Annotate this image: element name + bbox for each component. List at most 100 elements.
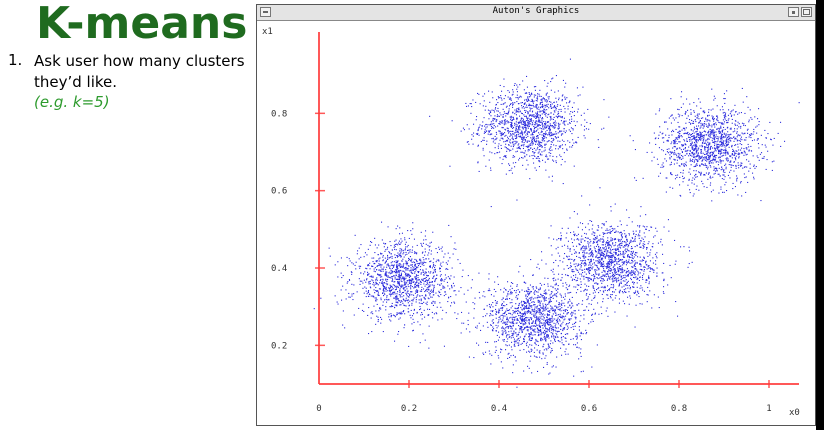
data-point [515,303,517,305]
data-point [710,191,712,193]
data-point [534,328,536,330]
data-point [552,320,554,322]
data-point [534,297,536,299]
data-point [515,138,517,140]
data-point [508,132,510,134]
data-point [552,155,554,157]
data-point [441,318,443,320]
data-point [384,274,386,276]
data-point [412,222,414,224]
data-point [392,292,394,294]
data-point [539,141,541,143]
data-point [713,120,715,122]
data-point [542,126,544,128]
data-point [537,318,539,320]
data-point [524,102,526,104]
data-point [695,140,697,142]
data-point [567,123,569,125]
data-point [540,121,542,123]
data-point [735,138,737,140]
data-point [545,133,547,135]
data-point [401,266,403,268]
data-point [518,123,520,125]
data-point [556,318,558,320]
data-point [525,123,527,125]
data-point [508,131,510,133]
data-point [703,139,705,141]
minimize-icon[interactable] [788,7,799,17]
data-point [689,173,691,175]
data-point [665,191,667,193]
data-point [515,162,517,164]
data-point [500,114,502,116]
data-point [380,252,382,254]
data-point [396,287,398,289]
data-point [523,315,525,317]
data-point [497,102,499,104]
maximize-icon[interactable] [801,7,812,17]
data-point [720,160,722,162]
data-point [436,252,438,254]
data-point [495,330,497,332]
data-point [525,316,527,318]
data-point [716,141,718,143]
data-point [369,268,371,270]
data-point [482,121,484,123]
window-menu-icon[interactable] [260,7,271,17]
data-point [700,133,702,135]
data-point [493,295,495,297]
data-point [535,99,537,101]
data-point [537,146,539,148]
data-point [394,278,396,280]
data-point [358,278,360,280]
data-point [682,172,684,174]
data-point [512,364,514,366]
data-point [725,163,727,165]
data-point [415,301,417,303]
data-point [705,131,707,133]
data-point [539,322,541,324]
data-point [532,310,534,312]
data-point [498,312,500,314]
data-point [551,291,553,293]
data-point [580,348,582,350]
data-point [532,158,534,160]
data-point [556,336,558,338]
data-point [389,291,391,293]
data-point [551,78,553,80]
data-point [369,280,371,282]
data-point [532,322,534,324]
data-point [523,114,525,116]
data-point [699,137,701,139]
data-point [453,285,455,287]
window-titlebar[interactable]: Auton's Graphics [257,5,815,21]
data-point [531,93,533,95]
data-point [420,283,422,285]
data-point [673,146,675,148]
data-point [722,160,724,162]
data-point [579,352,581,354]
data-point [419,306,421,308]
data-point [394,293,396,295]
data-point [514,113,516,115]
data-point [537,143,539,145]
data-point [428,279,430,281]
data-point [549,125,551,127]
data-point [558,97,560,99]
data-point [475,101,477,103]
data-point [404,249,406,251]
data-point [531,337,533,339]
data-point [700,152,702,154]
data-point [521,141,523,143]
data-point [422,333,424,335]
data-point [398,263,400,265]
data-point [375,300,377,302]
data-point [711,131,713,133]
data-point [725,166,727,168]
data-point [542,138,544,140]
data-point [508,312,510,314]
data-point [569,305,571,307]
data-point [512,312,514,314]
data-point [559,140,561,142]
data-point [728,109,730,111]
